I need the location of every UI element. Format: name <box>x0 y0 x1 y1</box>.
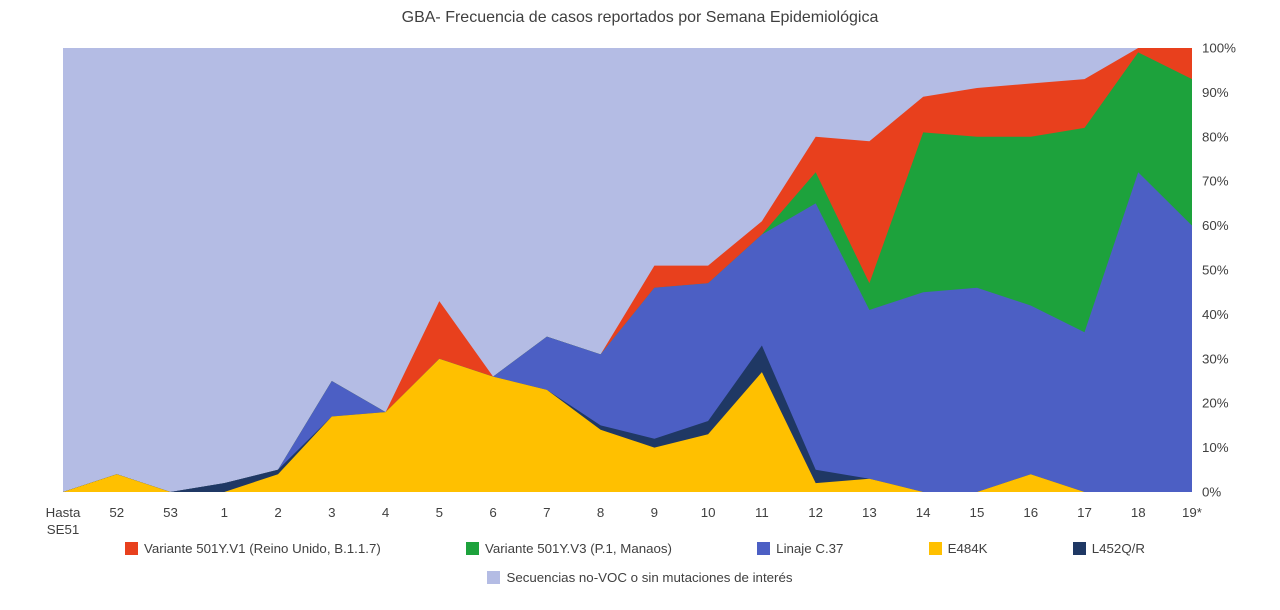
legend-item: E484K <box>928 541 988 556</box>
legend-label: Variante 501Y.V3 (P.1, Manaos) <box>484 541 672 556</box>
x-axis-label: 52 <box>109 505 124 520</box>
chart-title: GBA- Frecuencia de casos reportados por … <box>401 9 879 26</box>
x-axis-label: 7 <box>543 505 550 520</box>
legend-row-1: Variante 501Y.V1 (Reino Unido, B.1.1.7) V… <box>125 541 1145 556</box>
area-series-2 <box>63 172 1192 493</box>
legend-item: L452Q/R <box>1072 541 1145 556</box>
x-axis-label: 15 <box>970 505 985 520</box>
legend-label: Secuencias no-VOC o sin mutaciones de in… <box>506 570 793 585</box>
x-axis-label: 18 <box>1131 505 1146 520</box>
y-tick-label: 0% <box>1202 485 1221 500</box>
legend-swatch-icon <box>757 542 771 555</box>
legend-swatch-icon <box>465 542 479 555</box>
y-tick-label: 100% <box>1202 41 1236 56</box>
area-series-0 <box>63 358 1192 492</box>
legend-label: Linaje C.37 <box>776 541 844 556</box>
y-tick-label: 70% <box>1202 174 1229 189</box>
legend-item: Variante 501Y.V3 (P.1, Manaos) <box>465 541 672 556</box>
x-axis-label: 3 <box>328 505 335 520</box>
x-axis-label: 9 <box>651 505 658 520</box>
x-axis-label: 1 <box>221 505 228 520</box>
y-tick-label: 40% <box>1202 307 1229 322</box>
legend-label: Variante 501Y.V1 (Reino Unido, B.1.1.7) <box>144 541 381 556</box>
x-axis-label: 5 <box>436 505 443 520</box>
x-axis-label: 4 <box>382 505 389 520</box>
x-axis-label: 17 <box>1077 505 1092 520</box>
x-axis-label: 14 <box>916 505 931 520</box>
y-tick-label: 90% <box>1202 85 1229 100</box>
x-axis-label: Hasta SE51 <box>46 505 81 537</box>
legend-item: Linaje C.37 <box>757 541 843 556</box>
legend-label: E484K <box>947 541 988 556</box>
x-axis-label: 16 <box>1023 505 1038 520</box>
x-axis-label: 6 <box>489 505 496 520</box>
y-tick-label: 80% <box>1202 129 1229 144</box>
legend-swatch-icon <box>1072 542 1086 555</box>
y-tick-label: 10% <box>1202 440 1229 455</box>
x-axis-label: 13 <box>862 505 877 520</box>
x-axis-label: 8 <box>597 505 604 520</box>
y-tick-label: 30% <box>1202 351 1229 366</box>
legend-swatch-icon <box>928 542 942 555</box>
y-tick-label: 20% <box>1202 396 1229 411</box>
legend-row-2: Secuencias no-VOC o sin mutaciones de in… <box>0 570 1280 585</box>
legend-label: L452Q/R <box>1091 541 1145 556</box>
stacked-area-chart: 0% 10% 20% 30% 40% 50% 60% 70% 80% 90% 100% Hasta SE… <box>46 41 1237 538</box>
x-axis-label: 2 <box>274 505 281 520</box>
x-axis-label: 19* <box>1182 505 1202 520</box>
y-tick-label: 50% <box>1202 263 1229 278</box>
legend-swatch-icon <box>487 571 501 584</box>
legend-item: Secuencias no-VOC o sin mutaciones de in… <box>487 570 793 585</box>
x-axis-label: 53 <box>163 505 178 520</box>
legend-item: Variante 501Y.V1 (Reino Unido, B.1.1.7) <box>125 541 381 556</box>
x-axis-label: 11 <box>755 505 769 520</box>
legend-swatch-icon <box>125 542 138 555</box>
x-axis-label: 12 <box>808 505 823 520</box>
y-tick-label: 60% <box>1202 218 1229 233</box>
x-axis-label: 10 <box>701 505 716 520</box>
